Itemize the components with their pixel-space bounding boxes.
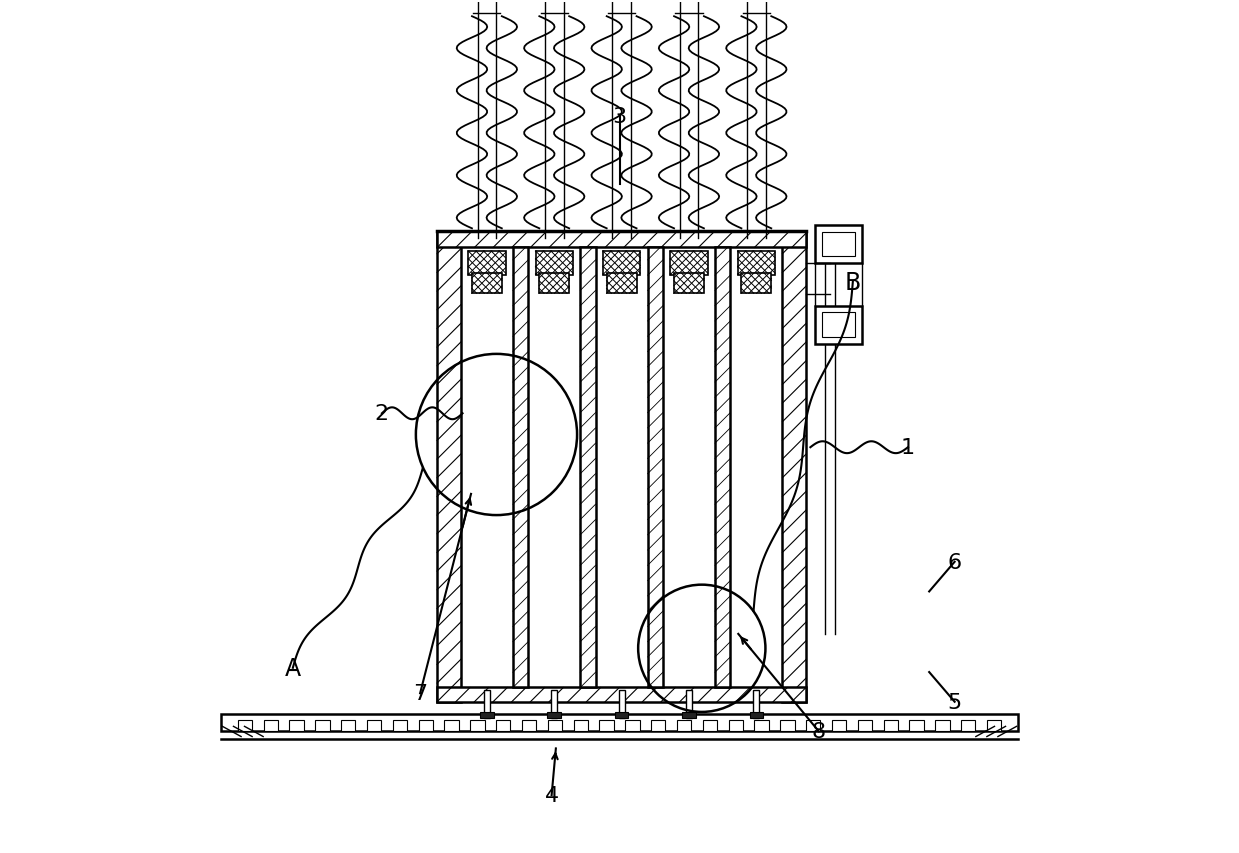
Bar: [607, 274, 637, 294]
Bar: [857, 721, 872, 732]
Bar: [221, 715, 1018, 732]
Bar: [367, 721, 382, 732]
Bar: [468, 252, 506, 276]
Bar: [807, 721, 820, 732]
Bar: [445, 721, 458, 732]
Bar: [676, 721, 691, 732]
Bar: [580, 248, 596, 688]
Text: 8: 8: [812, 722, 826, 741]
Bar: [238, 721, 252, 732]
Text: B: B: [845, 270, 861, 294]
Bar: [674, 274, 704, 294]
Bar: [781, 721, 794, 732]
Bar: [437, 688, 807, 702]
Bar: [686, 691, 691, 717]
Text: 1: 1: [901, 438, 916, 458]
Bar: [479, 711, 493, 717]
Bar: [618, 691, 624, 717]
Bar: [437, 231, 807, 248]
Bar: [535, 252, 572, 276]
Bar: [823, 313, 855, 338]
Bar: [683, 711, 696, 717]
Bar: [815, 226, 862, 264]
Bar: [987, 721, 1001, 732]
Bar: [472, 274, 502, 294]
Bar: [815, 306, 862, 345]
Bar: [522, 721, 536, 732]
Text: 2: 2: [375, 403, 389, 424]
Bar: [753, 691, 760, 717]
Text: 5: 5: [948, 692, 961, 712]
Bar: [484, 691, 489, 717]
Bar: [496, 721, 510, 732]
Bar: [648, 248, 663, 688]
Bar: [539, 274, 570, 294]
Bar: [615, 711, 628, 717]
Bar: [703, 721, 717, 732]
Bar: [419, 721, 432, 732]
Bar: [961, 721, 975, 732]
Bar: [264, 721, 278, 732]
Bar: [823, 232, 855, 257]
Bar: [341, 721, 356, 732]
Bar: [315, 721, 330, 732]
Bar: [755, 721, 768, 732]
Bar: [471, 721, 484, 732]
Bar: [437, 231, 461, 702]
Bar: [883, 721, 898, 732]
Bar: [737, 252, 776, 276]
Bar: [935, 721, 949, 732]
Bar: [782, 231, 807, 702]
Bar: [548, 711, 561, 717]
Bar: [750, 711, 763, 717]
Bar: [715, 248, 730, 688]
Bar: [909, 721, 924, 732]
Text: A: A: [285, 656, 301, 680]
Bar: [831, 721, 846, 732]
Bar: [626, 721, 639, 732]
Bar: [574, 721, 589, 732]
Bar: [513, 248, 528, 688]
Bar: [551, 691, 558, 717]
Text: 3: 3: [612, 107, 627, 127]
Bar: [290, 721, 304, 732]
Bar: [650, 721, 665, 732]
Bar: [600, 721, 613, 732]
Bar: [741, 274, 772, 294]
Bar: [670, 252, 707, 276]
Bar: [729, 721, 743, 732]
Text: 7: 7: [413, 683, 427, 704]
Bar: [548, 721, 563, 732]
Text: 6: 6: [948, 552, 961, 572]
Bar: [603, 252, 641, 276]
Text: 4: 4: [545, 785, 559, 805]
Bar: [393, 721, 408, 732]
